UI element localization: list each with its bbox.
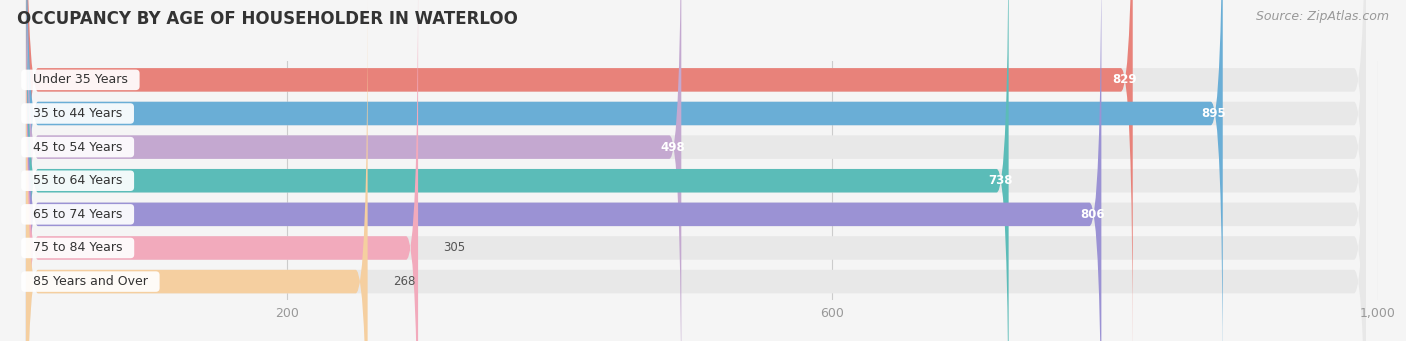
FancyBboxPatch shape	[25, 0, 682, 341]
FancyBboxPatch shape	[25, 0, 1367, 341]
Text: 498: 498	[661, 140, 685, 153]
FancyBboxPatch shape	[25, 0, 1367, 341]
Text: 85 Years and Over: 85 Years and Over	[25, 275, 156, 288]
Text: 65 to 74 Years: 65 to 74 Years	[25, 208, 131, 221]
Text: 829: 829	[1112, 73, 1136, 86]
FancyBboxPatch shape	[25, 0, 1367, 341]
FancyBboxPatch shape	[25, 0, 1101, 341]
FancyBboxPatch shape	[25, 0, 1008, 341]
Text: 45 to 54 Years: 45 to 54 Years	[25, 140, 131, 153]
FancyBboxPatch shape	[25, 0, 418, 341]
Text: 806: 806	[1080, 208, 1105, 221]
Text: Under 35 Years: Under 35 Years	[25, 73, 136, 86]
FancyBboxPatch shape	[25, 0, 367, 341]
Text: 268: 268	[394, 275, 416, 288]
FancyBboxPatch shape	[25, 0, 1367, 341]
Text: 738: 738	[988, 174, 1012, 187]
Text: 75 to 84 Years: 75 to 84 Years	[25, 241, 131, 254]
FancyBboxPatch shape	[25, 0, 1367, 341]
Text: 55 to 64 Years: 55 to 64 Years	[25, 174, 131, 187]
FancyBboxPatch shape	[25, 0, 1133, 341]
FancyBboxPatch shape	[25, 0, 1367, 341]
FancyBboxPatch shape	[25, 0, 1367, 341]
Text: 895: 895	[1202, 107, 1226, 120]
Text: 305: 305	[444, 241, 465, 254]
FancyBboxPatch shape	[25, 0, 1223, 341]
Text: 35 to 44 Years: 35 to 44 Years	[25, 107, 131, 120]
Text: OCCUPANCY BY AGE OF HOUSEHOLDER IN WATERLOO: OCCUPANCY BY AGE OF HOUSEHOLDER IN WATER…	[17, 10, 517, 28]
Text: Source: ZipAtlas.com: Source: ZipAtlas.com	[1256, 10, 1389, 23]
